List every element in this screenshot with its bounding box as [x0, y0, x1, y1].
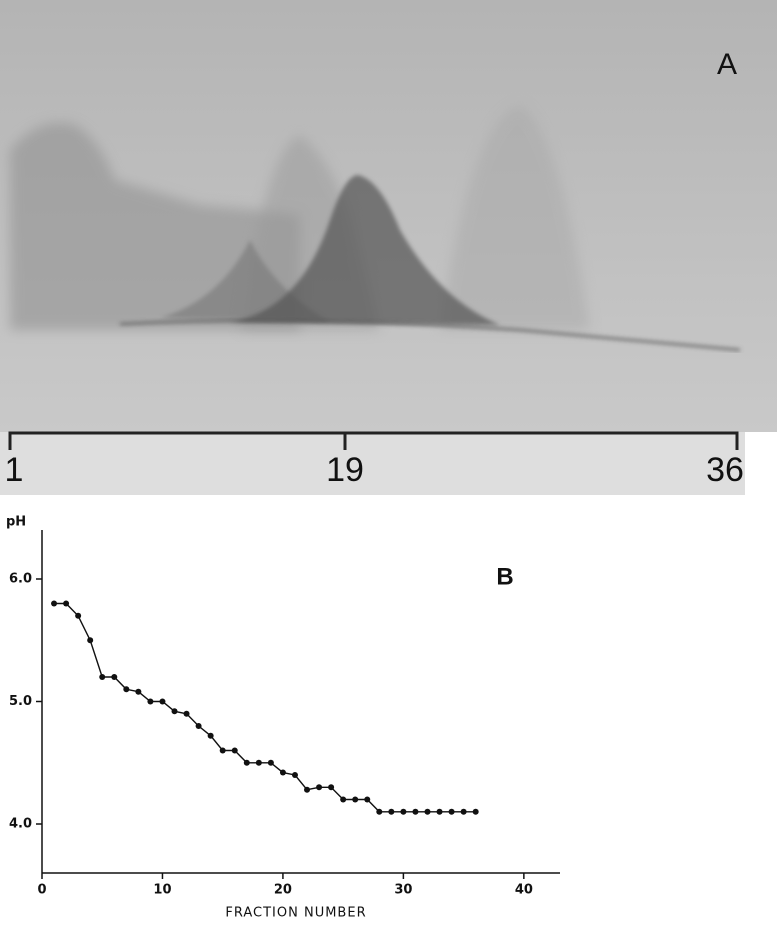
point	[87, 637, 94, 644]
point	[183, 710, 190, 717]
scale-label: 19	[326, 451, 364, 489]
point	[460, 808, 467, 815]
point	[364, 796, 371, 803]
point	[376, 808, 383, 815]
x-tick-label: 30	[394, 883, 412, 898]
point	[123, 686, 130, 693]
y-tick-label: 4.0	[9, 817, 32, 832]
point	[219, 747, 226, 754]
point	[159, 698, 166, 705]
point	[207, 732, 214, 739]
point	[388, 808, 395, 815]
chart: 6.0 5.0 4.0 0 10 20 30 40 pH FRACTION NUMBER B	[6, 515, 560, 921]
point	[111, 674, 118, 680]
x-tick-label: 20	[274, 883, 292, 898]
line	[54, 602, 476, 813]
point	[231, 747, 238, 754]
point	[448, 808, 455, 815]
panel-label: B	[496, 563, 513, 590]
point	[147, 698, 154, 705]
y-tick-label: 5.0	[9, 694, 32, 709]
panel-label: A	[717, 48, 737, 81]
point	[316, 784, 323, 791]
photo-baseline	[119, 319, 741, 351]
x-tick-label: 10	[153, 883, 171, 898]
point	[291, 772, 298, 778]
point	[243, 759, 250, 766]
scale-label: 1	[5, 451, 24, 489]
point	[436, 808, 443, 815]
point	[267, 759, 274, 766]
y-axis-title: pH	[6, 515, 26, 530]
point	[63, 600, 70, 607]
point	[328, 784, 335, 791]
point	[400, 808, 407, 815]
point	[255, 759, 262, 766]
x-tick-label: 40	[515, 883, 533, 898]
point	[424, 808, 431, 815]
photo-peak	[230, 175, 500, 325]
point	[472, 808, 479, 815]
point	[279, 769, 286, 776]
point	[51, 600, 58, 607]
y-tick-label: 6.0	[9, 572, 32, 587]
x-tick-label: 0	[37, 883, 46, 898]
x-axis-title: FRACTION NUMBER	[225, 906, 366, 921]
point	[340, 796, 347, 803]
scale-bar	[8, 431, 739, 450]
scale-background	[0, 432, 745, 495]
point	[171, 708, 178, 715]
point	[352, 796, 359, 803]
point	[135, 688, 142, 695]
point	[412, 808, 419, 815]
point	[195, 723, 202, 729]
point	[99, 674, 106, 680]
point	[304, 786, 311, 793]
photo-band	[440, 105, 590, 330]
scale-label: 36	[706, 451, 744, 489]
photo-panel: A	[0, 0, 777, 495]
point	[75, 612, 82, 619]
